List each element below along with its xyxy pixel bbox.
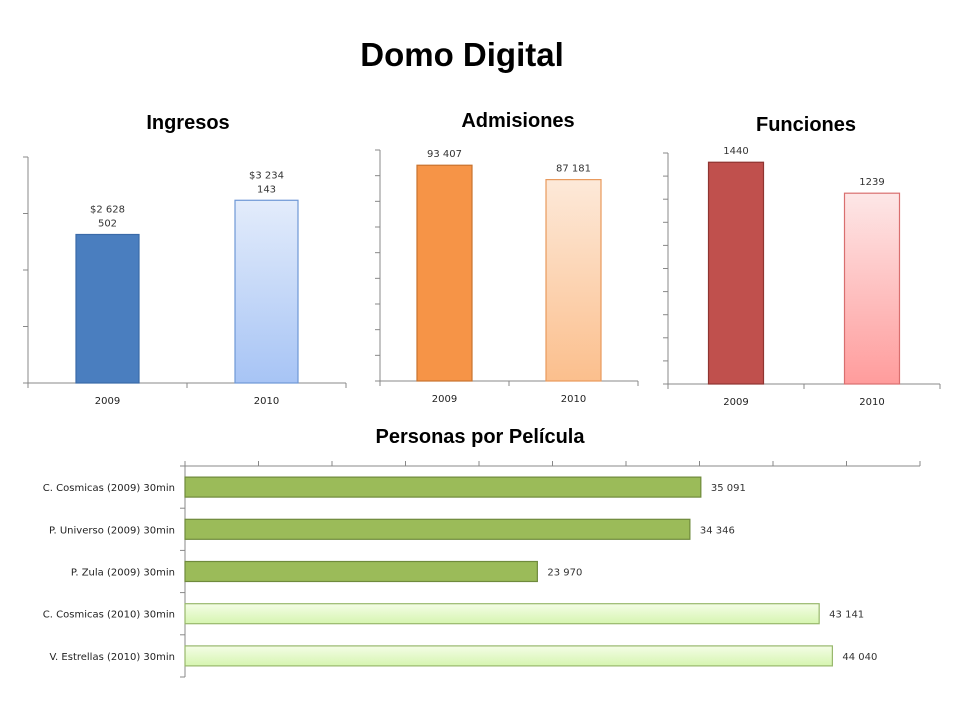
ingresos-category-label: 2009: [95, 396, 120, 407]
personas-category-label: P. Zula (2009) 30min: [71, 568, 175, 579]
funciones-data-label: 1440: [723, 146, 748, 157]
ingresos-data-label: 143: [257, 184, 276, 195]
ingresos-category-label: 2010: [254, 396, 279, 407]
admisiones-category-label: 2009: [432, 394, 457, 405]
personas-bar: [184, 645, 833, 667]
personas-bar: [184, 476, 702, 498]
funciones-bar-2010: [843, 192, 901, 385]
personas-bar: [184, 560, 538, 583]
ingresos-bar-2010: [234, 199, 299, 384]
personas-data-label: 34 346: [700, 525, 735, 536]
funciones-category-label: 2010: [859, 397, 884, 408]
personas-data-label: 35 091: [711, 483, 746, 494]
personas-bar: [184, 518, 691, 540]
admisiones-bar-2009: [416, 164, 473, 382]
ingresos-bar-2009: [75, 233, 140, 384]
ingresos-chart-title: Ingresos: [146, 112, 230, 134]
ingresos-data-label: 502: [98, 218, 117, 229]
personas-data-label: 44 040: [842, 652, 877, 663]
admisiones-category-label: 2010: [561, 394, 586, 405]
personas-data-label: 23 970: [547, 568, 582, 579]
personas-category-label: P. Universo (2009) 30min: [49, 525, 175, 536]
personas-bar: [184, 603, 820, 625]
personas-data-label: 43 141: [829, 610, 864, 621]
personas-chart-title: Personas por Película: [375, 426, 585, 448]
admisiones-data-label: 87 181: [556, 164, 591, 175]
admisiones-bar-2010: [545, 179, 602, 382]
page-title: Domo Digital: [360, 36, 564, 73]
personas-category-label: C. Cosmicas (2009) 30min: [43, 483, 175, 494]
funciones-category-label: 2009: [723, 397, 748, 408]
ingresos-data-label: $3 234: [249, 170, 284, 181]
personas-category-label: C. Cosmicas (2010) 30min: [43, 610, 175, 621]
admisiones-chart-title: Admisiones: [461, 110, 575, 132]
ingresos-data-label: $2 628: [90, 204, 125, 215]
funciones-chart-title: Funciones: [755, 114, 856, 136]
personas-category-label: V. Estrellas (2010) 30min: [50, 652, 176, 663]
funciones-data-label: 1239: [859, 177, 884, 188]
funciones-bar-2009: [707, 161, 765, 385]
admisiones-data-label: 93 407: [427, 149, 462, 160]
